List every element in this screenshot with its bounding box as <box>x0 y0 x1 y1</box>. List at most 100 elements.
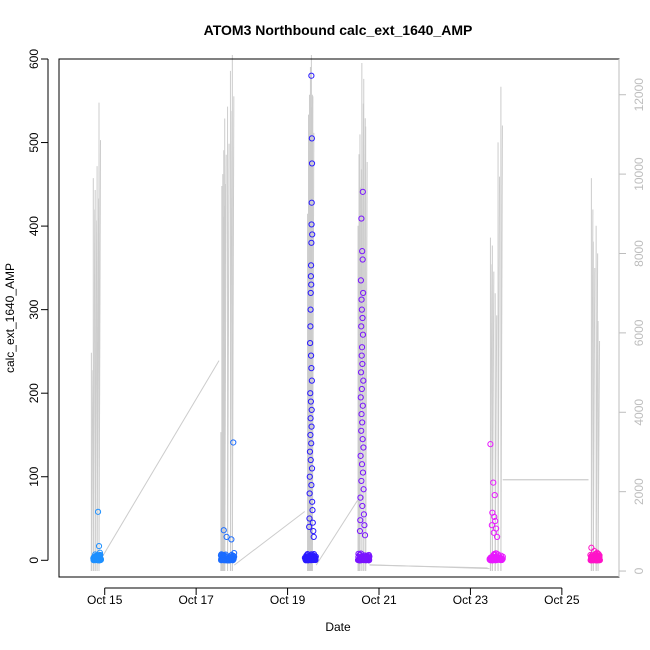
line-segment <box>100 360 220 560</box>
line-spike <box>227 143 230 572</box>
y2-tick-label: 6000 <box>632 319 646 346</box>
data-point <box>307 339 314 347</box>
data-point <box>357 494 364 501</box>
y2-tick-label: 12000 <box>632 78 646 112</box>
x-axis: Oct 15 Oct 17 Oct 19 Oct 21 Oct 23 Oct 25 <box>87 587 580 607</box>
data-point <box>487 556 495 563</box>
x-tick-label: Oct 25 <box>544 593 580 607</box>
data-point <box>307 262 315 269</box>
line-spike <box>309 107 313 572</box>
data-point <box>358 296 365 303</box>
data-point <box>358 410 365 418</box>
y-tick-label: 400 <box>27 216 41 236</box>
data-point <box>308 239 315 246</box>
data-point <box>309 231 316 238</box>
data-point <box>593 549 601 556</box>
data-point <box>358 385 365 393</box>
line-segment <box>369 564 490 570</box>
y2-tick-label: 4000 <box>632 399 646 426</box>
y-tick-label: 0 <box>27 557 41 564</box>
data-point <box>308 199 315 206</box>
line-spike <box>98 140 101 572</box>
data-point <box>360 377 367 384</box>
y-tick-label: 300 <box>27 299 41 319</box>
data-point <box>306 448 314 455</box>
data-point <box>309 519 316 526</box>
data-point <box>361 532 369 539</box>
line-spike <box>92 209 96 572</box>
data-point <box>357 452 364 459</box>
data-point <box>359 314 366 322</box>
data-point <box>94 508 102 515</box>
data-point <box>490 479 497 486</box>
line-spike <box>597 340 601 572</box>
data-point <box>308 135 315 142</box>
line-spike <box>311 132 315 572</box>
data-point <box>358 323 365 330</box>
points-layer <box>90 72 603 564</box>
y-tick-label: 500 <box>27 132 41 152</box>
line-spike <box>308 151 311 572</box>
data-point <box>359 419 366 426</box>
data-point <box>228 536 235 543</box>
line-spike <box>500 125 503 572</box>
data-point <box>360 289 367 297</box>
data-point <box>308 281 315 288</box>
data-point <box>308 423 315 430</box>
data-point <box>492 517 499 525</box>
data-point <box>307 273 315 280</box>
data-point <box>490 529 497 536</box>
y-tick-label: 600 <box>27 49 41 69</box>
data-point <box>357 394 364 401</box>
line-spike <box>223 183 226 572</box>
data-point <box>91 557 99 564</box>
data-point <box>308 465 316 472</box>
line-spike <box>590 209 594 572</box>
data-point <box>359 256 366 263</box>
line-spike <box>497 176 501 572</box>
y-axis: 0 100 200 300 400 500 600 <box>27 49 49 564</box>
line-spike <box>365 162 368 572</box>
data-point <box>497 556 504 563</box>
data-point <box>308 440 315 447</box>
line-series-layer <box>90 55 601 572</box>
data-point <box>488 522 495 529</box>
line-spike <box>221 216 224 572</box>
data-point <box>360 444 367 451</box>
line-spike <box>231 96 235 572</box>
y-tick-label: 200 <box>27 383 41 403</box>
data-point <box>308 160 316 167</box>
line-spike <box>358 187 361 572</box>
right-y-axis: 0 2000 4000 6000 8000 10000 12000 <box>619 78 646 574</box>
data-point <box>309 507 316 514</box>
line-spike <box>90 370 94 572</box>
line-spike <box>595 253 599 572</box>
x-tick-label: Oct 15 <box>87 593 123 607</box>
data-point <box>230 439 237 446</box>
data-point <box>361 522 368 529</box>
line-spike <box>489 264 493 572</box>
line-spike <box>222 205 225 572</box>
line-spike <box>224 154 227 572</box>
line-spike <box>592 267 596 572</box>
data-point <box>310 527 317 535</box>
data-point <box>307 306 314 313</box>
x-axis-label: Date <box>325 620 351 634</box>
data-point <box>308 72 315 79</box>
data-point <box>356 527 364 535</box>
data-point <box>357 517 364 524</box>
data-point <box>359 360 366 368</box>
data-point <box>307 398 315 405</box>
line-spike <box>308 132 312 572</box>
data-point <box>491 556 498 563</box>
data-point <box>493 533 501 540</box>
data-point <box>308 481 315 489</box>
y2-tick-label: 0 <box>632 567 646 574</box>
data-point <box>306 515 313 522</box>
data-point <box>310 533 317 540</box>
x-tick-label: Oct 17 <box>178 593 214 607</box>
data-point <box>220 552 227 559</box>
data-point <box>360 486 367 493</box>
data-point <box>307 352 315 359</box>
